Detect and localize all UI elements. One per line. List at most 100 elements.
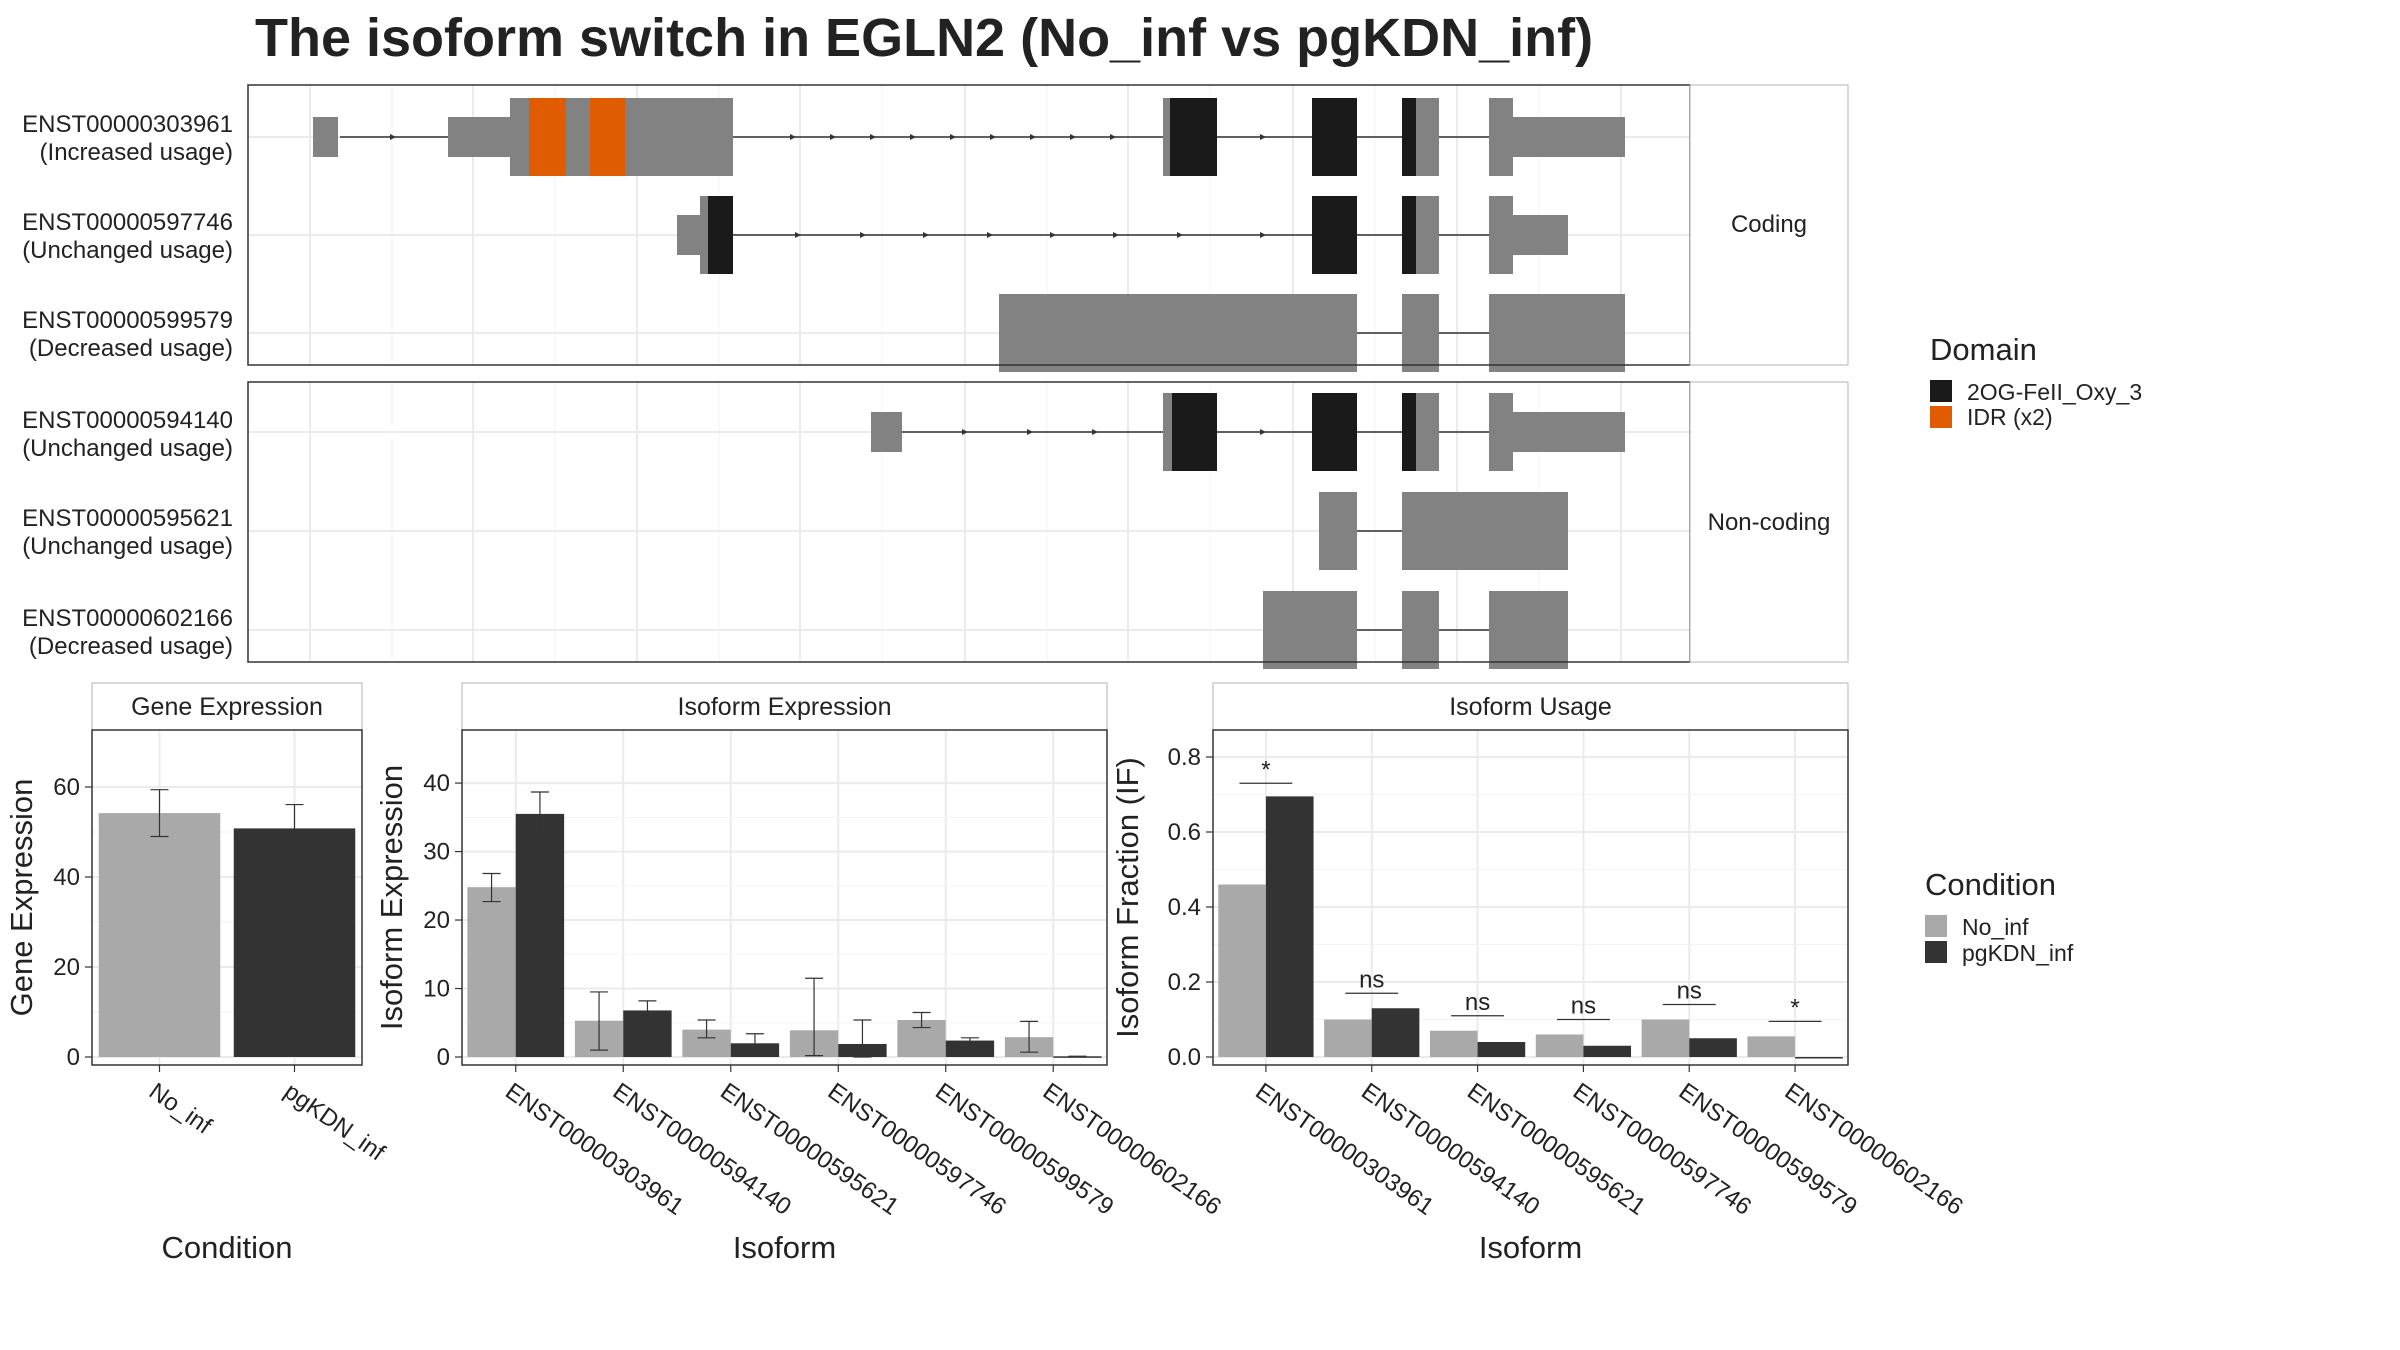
- y-tick-label: 0.2: [1168, 969, 1201, 996]
- bar-no-inf: [1535, 1034, 1584, 1057]
- x-axis-title: Isoform: [733, 1230, 836, 1265]
- exon-cds: [1489, 393, 1513, 471]
- intron-arrow: [1050, 232, 1056, 238]
- isoform-label-usage: (Unchanged usage): [22, 237, 233, 264]
- bar-no-inf: [1747, 1036, 1796, 1057]
- intron-arrow: [1027, 429, 1033, 435]
- exon-cds: [1489, 196, 1513, 274]
- y-tick-label: 0.4: [1168, 894, 1201, 921]
- significance-label: ns: [1359, 966, 1384, 993]
- isoform-label-id: ENST00000595621: [22, 505, 233, 532]
- isoform-label-usage: (Decreased usage): [29, 335, 233, 362]
- intron-arrow: [390, 134, 396, 140]
- noncoding-tracks: [871, 393, 1625, 669]
- coding-tracks: [313, 98, 1625, 372]
- intron-arrow: [910, 134, 916, 140]
- intron-arrow: [1092, 429, 1098, 435]
- intron-arrow: [1260, 429, 1266, 435]
- exon-cds: [1402, 591, 1439, 669]
- y-tick-label: 30: [423, 839, 450, 866]
- legend-label-oxy: 2OG-FeII_Oxy_3: [1967, 379, 2142, 405]
- x-tick-label: ENST00000594140: [608, 1078, 796, 1221]
- significance-label: *: [1790, 994, 1799, 1021]
- intron-arrow: [1177, 232, 1183, 238]
- y-tick-label: 0: [67, 1044, 80, 1071]
- significance-label: ns: [1465, 989, 1490, 1016]
- isoform-label-usage: (Unchanged usage): [22, 435, 233, 462]
- legend-key-no-inf: [1925, 915, 1947, 937]
- bar-no-inf: [467, 887, 516, 1057]
- condition-legend-title: Condition: [1925, 867, 2056, 902]
- y-axis-title: Gene Expression: [4, 779, 39, 1017]
- noncoding-strip: [1689, 381, 1849, 663]
- x-axis-title: Condition: [162, 1230, 293, 1265]
- legend-label-pgkdn-inf: pgKDN_inf: [1962, 940, 2074, 966]
- exon-cds: [1319, 492, 1357, 570]
- intron-arrow: [987, 232, 993, 238]
- panel-bg: [1213, 730, 1848, 1065]
- panel-strip: [91, 682, 363, 731]
- chart-gene-expression: Gene Expression No_inf pgKDN_inf 0 20 40 60 Con…: [4, 682, 390, 1265]
- intron-arrow: [990, 134, 996, 140]
- y-tick-label: 40: [423, 770, 450, 797]
- isoform-label-usage: (Increased usage): [40, 139, 233, 166]
- exon-utr: [448, 117, 510, 157]
- intron-arrow: [1113, 232, 1119, 238]
- bar-pgkdn-inf: [1371, 1008, 1420, 1057]
- domain-idr: [529, 98, 566, 176]
- bar-no-inf: [1324, 1019, 1372, 1057]
- significance-label: ns: [1677, 978, 1702, 1005]
- domain-2og-feii-oxy-3: [1312, 393, 1357, 471]
- y-tick-label: 10: [423, 976, 450, 1003]
- panel-border: [91, 729, 363, 1066]
- exon-cds: [1489, 294, 1625, 372]
- exon-cds: [1263, 591, 1357, 669]
- strip-label-coding: Coding: [1731, 211, 1807, 238]
- bar-pgkdn-inf: [945, 1040, 995, 1057]
- panel-title: Isoform Expression: [678, 693, 892, 721]
- exon-utr: [313, 117, 338, 157]
- exon-cds: [1416, 98, 1439, 176]
- exon-cds: [1402, 492, 1568, 570]
- isoform-label-id: ENST00000597746: [22, 209, 233, 236]
- bar-no_inf: [98, 813, 221, 1057]
- domain-2og-feii-oxy-3: [1402, 393, 1416, 471]
- panel-bg: [462, 730, 1107, 1065]
- x-tick-label: ENST00000602166: [1038, 1078, 1226, 1221]
- domain-legend-title: Domain: [1930, 332, 2037, 367]
- intron-arrow: [795, 232, 801, 238]
- panel-title: Gene Expression: [131, 693, 323, 721]
- x-tick-label: ENST00000594140: [1356, 1078, 1544, 1221]
- panel-strip: [461, 682, 1108, 731]
- intron-arrow: [830, 134, 836, 140]
- y-tick-label: 0: [437, 1044, 450, 1071]
- x-tick-label: No_inf: [144, 1078, 217, 1140]
- y-axis-title: Isoform Fraction (IF): [1110, 757, 1145, 1038]
- exon-utr: [1513, 117, 1625, 157]
- panel-border: [1212, 729, 1849, 1066]
- isoform-label-usage: (Decreased usage): [29, 633, 233, 660]
- bar-pgkdn-inf: [1689, 1038, 1737, 1057]
- intron-arrow: [1260, 134, 1266, 140]
- bar-pgkdn-inf: [1583, 1045, 1632, 1057]
- panel-title: Isoform Usage: [1449, 693, 1612, 721]
- bar-pgkdn_inf: [233, 828, 356, 1057]
- isoform-label-id: ENST00000599579: [22, 307, 233, 334]
- legend-key-oxy: [1930, 380, 1952, 402]
- bar-pgkdn-inf: [1053, 1056, 1102, 1058]
- strip-label-noncoding: Non-coding: [1708, 509, 1831, 536]
- chart-isoform-expression: Isoform ExpressionENST00000303961ENST000…: [374, 682, 1226, 1265]
- x-tick-label: ENST00000597746: [823, 1078, 1011, 1221]
- exon-cds: [999, 294, 1357, 372]
- coding-strip: [1689, 84, 1849, 366]
- y-tick-label: 20: [423, 907, 450, 934]
- intron-arrow: [860, 232, 866, 238]
- domain-2og-feii-oxy-3: [1312, 196, 1357, 274]
- intron-arrow: [950, 134, 956, 140]
- bar-pgkdn-inf: [515, 813, 565, 1057]
- domain-idr: [590, 98, 625, 176]
- intron-arrow: [1110, 134, 1116, 140]
- bar-no-inf: [1641, 1019, 1690, 1057]
- x-tick-label: ENST00000602166: [1780, 1078, 1968, 1221]
